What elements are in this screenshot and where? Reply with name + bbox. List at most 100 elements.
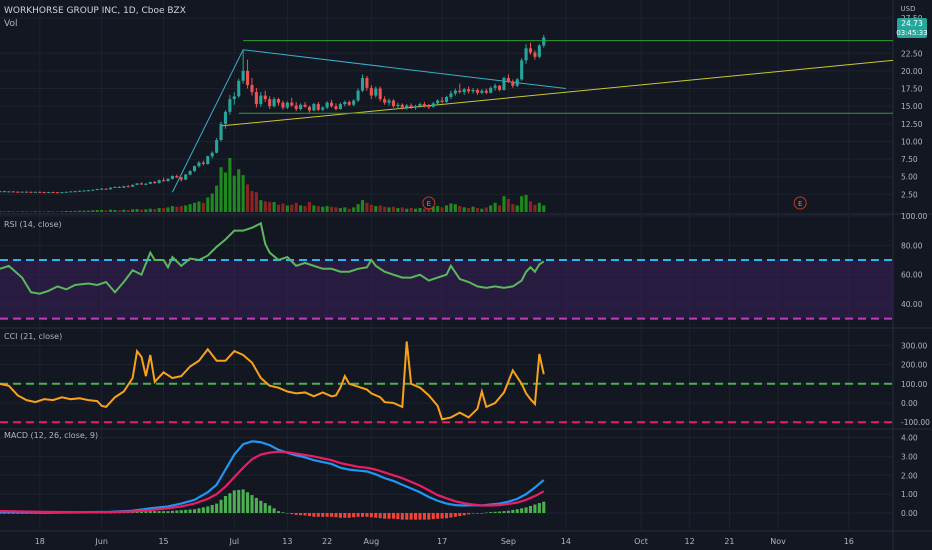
volume-bar <box>480 208 484 212</box>
candlesticks <box>0 34 546 194</box>
candle-body <box>378 88 382 100</box>
candle-body <box>418 104 422 107</box>
candle-body <box>241 70 245 81</box>
cci-panel[interactable]: CCI (21, close) <box>0 332 893 424</box>
candle-body <box>73 191 77 193</box>
candle-body <box>502 77 506 90</box>
candle-body <box>338 104 342 110</box>
price-tick-label: 15.00 <box>901 102 923 111</box>
rsi-panel[interactable]: RSI (14, close) <box>0 220 893 320</box>
time-tick-label: Nov <box>770 537 786 546</box>
time-axis[interactable]: 18 Jun 15 Jul 13 22 Aug 17 Sep 14 Oct 12 21 Nov 16 <box>35 537 854 546</box>
candle-body <box>528 48 533 53</box>
candle-body <box>232 96 236 100</box>
macd-histogram-bar <box>484 512 488 514</box>
candle-body <box>78 190 82 192</box>
candle-body <box>307 106 312 111</box>
macd-histogram-bar <box>515 509 519 514</box>
candle-body <box>122 186 126 188</box>
macd-histogram-bar <box>223 496 228 514</box>
macd-histogram-bar <box>7 513 11 514</box>
macd-histogram-bar <box>489 512 493 514</box>
candle-body <box>387 100 391 103</box>
volume-bar <box>228 158 232 212</box>
volume-bar <box>391 206 395 212</box>
volume-bars <box>0 158 546 212</box>
macd-panel[interactable]: MACD (12, 26, close, 9) <box>0 431 546 520</box>
volume-bar <box>427 208 431 212</box>
candle-body <box>396 104 400 107</box>
earnings-marker <box>422 196 436 210</box>
candle-body <box>206 156 210 165</box>
volume-bar <box>108 209 113 212</box>
volume-bar <box>51 211 55 212</box>
candle-body <box>86 190 90 192</box>
volume-bar <box>78 210 82 212</box>
macd-histogram-bar <box>228 493 232 514</box>
macd-histogram-bar <box>11 513 15 514</box>
volume-bar <box>259 200 263 212</box>
candle-body <box>162 180 166 182</box>
price-tick-label: 80.00 <box>901 241 923 250</box>
macd-histogram-bar <box>409 513 413 520</box>
price-tick-label: 2.50 <box>901 190 918 199</box>
volume-bar <box>117 210 121 212</box>
candle-body <box>290 102 294 106</box>
volume-bar <box>192 202 197 212</box>
macd-histogram-bar <box>276 511 281 514</box>
macd-histogram-bar <box>431 513 435 520</box>
price-tick-label: 7.50 <box>901 155 918 164</box>
candle-body <box>95 189 99 191</box>
price-tick-label: 4.00 <box>901 434 918 443</box>
price-tick-label: 1.00 <box>901 490 918 499</box>
candle-body <box>47 192 51 194</box>
macd-histogram-bar <box>480 513 484 514</box>
candle-body <box>285 102 289 108</box>
volume-bar <box>453 204 457 212</box>
time-tick-label: 15 <box>158 537 168 546</box>
candle-body <box>334 106 338 110</box>
candle-body <box>126 186 130 188</box>
cci-title: CCI (21, close) <box>4 332 62 341</box>
candle-body <box>316 104 320 110</box>
macd-histogram-bar <box>188 509 192 514</box>
candle-body <box>520 60 524 80</box>
candle-body <box>11 191 15 193</box>
candle-body <box>444 97 449 102</box>
macd-histogram-bar <box>427 513 431 520</box>
volume-bar <box>414 208 418 212</box>
macd-histogram-bar <box>436 513 440 519</box>
macd-histogram-bar <box>210 505 214 514</box>
volume-bar <box>467 208 471 212</box>
candle-body <box>281 102 285 108</box>
volume-bar <box>42 211 46 212</box>
volume-bar <box>360 200 365 212</box>
last-price-value: 24.73 <box>901 19 923 28</box>
price-axis[interactable]: USD 27.5022.5020.0017.5015.0012.5010.007… <box>901 5 931 518</box>
volume-bar <box>139 209 144 212</box>
volume-bar <box>387 207 391 212</box>
volume-bar <box>82 210 86 212</box>
volume-bar <box>162 208 166 212</box>
candle-body <box>201 162 205 165</box>
candle-body <box>330 102 334 107</box>
candle-body <box>0 191 2 193</box>
last-price-label: 24.73 03:45:33 <box>896 18 928 38</box>
volume-bar <box>462 207 466 212</box>
volume-bar <box>131 209 135 212</box>
macd-histogram-bar <box>378 513 382 519</box>
macd-histogram-bar <box>197 508 201 514</box>
macd-histogram-bar <box>303 513 307 516</box>
candle-body <box>148 182 152 184</box>
volume-bar <box>285 205 289 212</box>
volume-bar <box>0 211 2 212</box>
last-price-background <box>897 18 927 38</box>
macd-histogram-bar <box>139 511 144 514</box>
volume-bar <box>246 184 250 212</box>
volume-bar <box>20 211 24 212</box>
macd-histogram-bar <box>528 505 533 514</box>
macd-histogram-bar <box>0 513 2 514</box>
volume-bar <box>73 211 77 212</box>
